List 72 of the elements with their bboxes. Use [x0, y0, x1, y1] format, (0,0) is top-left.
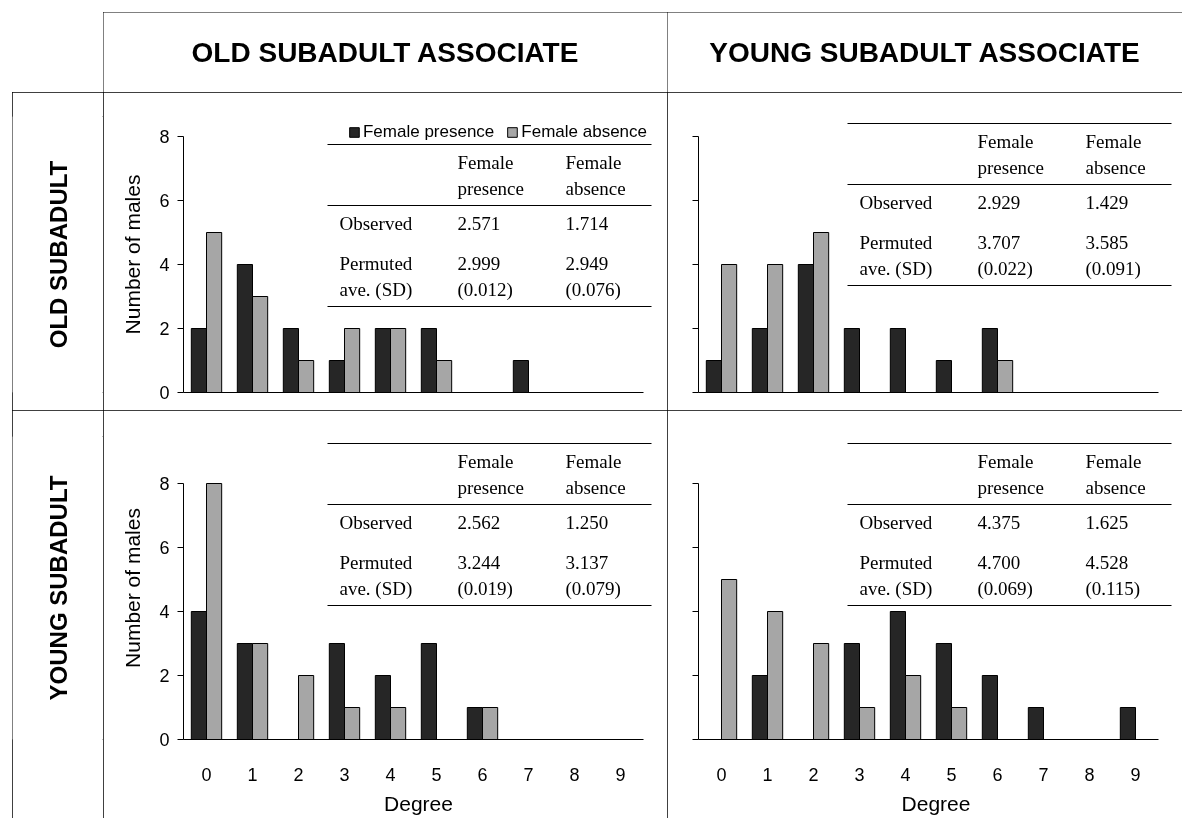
- y-tick-label: 4: [159, 255, 170, 275]
- x-tick-label: 7: [523, 764, 534, 785]
- annotation: Female absence: [565, 151, 626, 200]
- annotation: Permuted ave. (SD): [859, 231, 933, 281]
- x-tick-label: 8: [1084, 764, 1095, 785]
- annotation: Female presence: [977, 130, 1044, 179]
- annotation: 3.137 (0.079): [565, 551, 621, 601]
- y-tick-label: 8: [159, 474, 170, 494]
- x-tick-label: 6: [477, 764, 488, 785]
- y-tick-label: 2: [159, 319, 170, 339]
- annotation: Female absence: [565, 450, 626, 499]
- annotation: 2.929: [977, 192, 1021, 213]
- annotation: Female absence: [1085, 130, 1146, 179]
- annotation: Observed: [859, 192, 933, 213]
- y-tick-label: 2: [159, 666, 170, 686]
- annotation: 4.375: [977, 512, 1021, 533]
- x-axis-title: Degree: [384, 791, 453, 815]
- annotation: 3.707 (0.022): [977, 231, 1033, 281]
- y-tick-label: 6: [159, 191, 170, 211]
- text: YOUNG SUBADULT: [44, 475, 72, 701]
- x-tick-label: 2: [293, 764, 304, 785]
- y-tick-label: 0: [159, 730, 170, 750]
- x-tick-label: 5: [431, 764, 442, 785]
- text: OLD SUBADULT: [44, 160, 72, 349]
- x-axis-title: Degree: [901, 791, 971, 815]
- x-tick-label: 0: [716, 764, 727, 785]
- annotation: 1.250: [565, 512, 609, 533]
- annotation: 3.585 (0.091): [1085, 231, 1141, 281]
- x-tick-label: 9: [1130, 764, 1141, 785]
- annotation: 2.571: [457, 213, 501, 234]
- x-tick-label: 4: [900, 764, 911, 785]
- y-tick-label: 8: [159, 127, 170, 147]
- annotation: 1.429: [1085, 192, 1129, 213]
- x-tick-label: 1: [762, 764, 773, 785]
- x-tick-label: 7: [1038, 764, 1049, 785]
- legend-label: Female absence: [521, 122, 647, 142]
- y-axis-title: Number of males: [121, 508, 145, 668]
- x-tick-label: 2: [808, 764, 819, 785]
- x-tick-label: 3: [339, 764, 350, 785]
- annotation: 4.528 (0.115): [1085, 551, 1141, 601]
- annotation: Permuted ave. (SD): [339, 551, 413, 601]
- y-tick-label: 6: [159, 538, 170, 558]
- x-tick-label: 6: [992, 764, 1003, 785]
- text: OLD SUBADULT ASSOCIATE: [191, 37, 579, 68]
- annotation: 2.949 (0.076): [565, 252, 621, 302]
- x-tick-label: 4: [385, 764, 396, 785]
- x-tick-label: 9: [615, 764, 626, 785]
- annotation: Female presence: [457, 450, 524, 499]
- annotation: 1.714: [565, 213, 609, 234]
- annotation: Female presence: [977, 450, 1044, 499]
- annotation: Permuted ave. (SD): [339, 252, 413, 302]
- annotation: 2.562: [457, 512, 501, 533]
- annotation: Female presence: [457, 151, 524, 200]
- x-tick-label: 3: [854, 764, 865, 785]
- legend-label: Female presence: [362, 122, 495, 142]
- y-tick-label: 4: [159, 602, 170, 622]
- annotation: Observed: [859, 512, 933, 533]
- annotation: Observed: [339, 213, 413, 234]
- annotation: 1.625: [1085, 512, 1129, 533]
- x-tick-label: 0: [201, 764, 212, 785]
- annotation: Female absence: [1085, 450, 1146, 499]
- annotation: Observed: [339, 512, 413, 533]
- x-tick-label: 1: [247, 764, 258, 785]
- y-tick-label: 0: [159, 383, 170, 403]
- annotation: 3.244 (0.019): [457, 551, 513, 601]
- y-axis-title: Number of males: [121, 174, 145, 335]
- annotation: Permuted ave. (SD): [859, 551, 933, 601]
- annotation: 2.999 (0.012): [457, 252, 513, 302]
- text: YOUNG SUBADULT ASSOCIATE: [709, 37, 1140, 68]
- annotation: 4.700 (0.069): [977, 551, 1033, 601]
- x-tick-label: 5: [946, 764, 957, 785]
- x-tick-label: 8: [569, 764, 580, 785]
